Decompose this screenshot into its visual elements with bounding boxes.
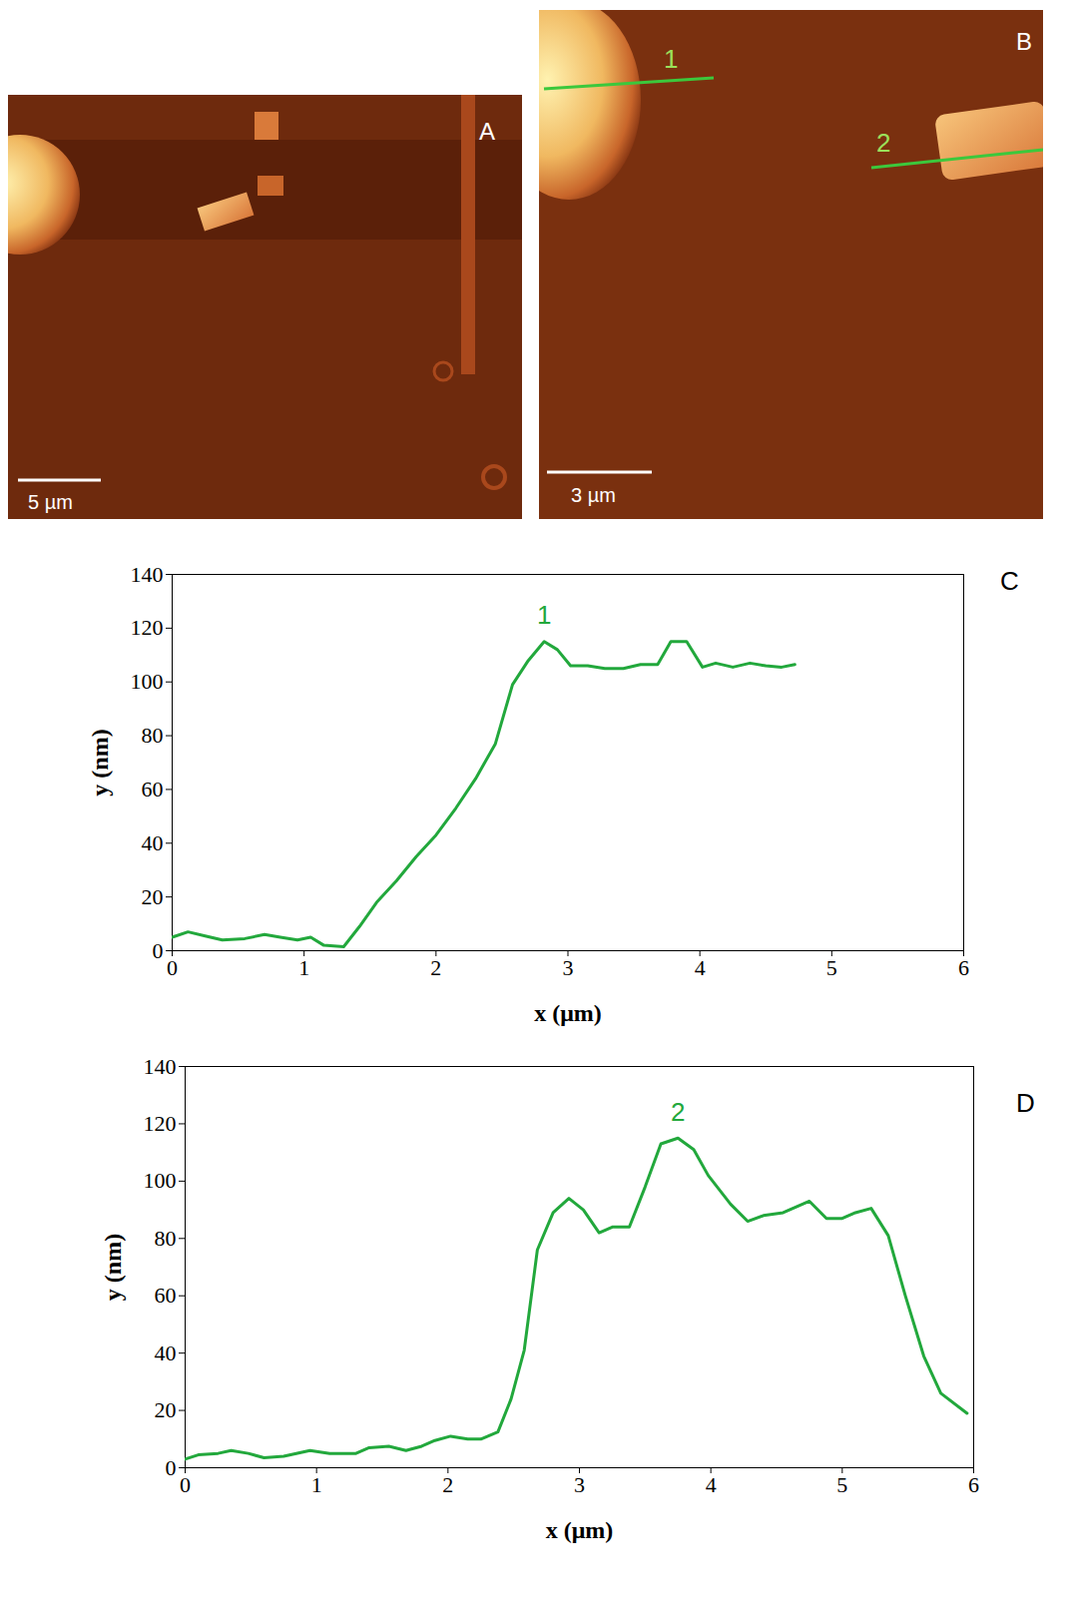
svg-text:3: 3 <box>562 955 574 981</box>
svg-text:60: 60 <box>141 776 164 802</box>
svg-text:A: A <box>479 117 496 145</box>
svg-text:1: 1 <box>536 599 551 630</box>
svg-text:2: 2 <box>442 1472 454 1498</box>
svg-text:60: 60 <box>154 1282 177 1308</box>
svg-text:80: 80 <box>154 1225 177 1251</box>
svg-text:x (μm): x (μm) <box>545 1517 614 1544</box>
svg-text:2: 2 <box>876 127 891 158</box>
svg-text:100: 100 <box>130 668 164 694</box>
svg-text:120: 120 <box>143 1110 177 1136</box>
svg-text:40: 40 <box>141 830 164 856</box>
svg-text:B: B <box>1016 27 1033 55</box>
svg-text:0: 0 <box>165 1455 177 1481</box>
svg-text:0: 0 <box>179 1472 191 1498</box>
svg-text:y (nm): y (nm) <box>99 1233 126 1301</box>
svg-text:4: 4 <box>694 955 706 981</box>
svg-text:140: 140 <box>143 1054 177 1079</box>
svg-text:140: 140 <box>130 561 164 587</box>
svg-text:80: 80 <box>141 722 164 748</box>
svg-text:5: 5 <box>836 1472 848 1498</box>
svg-text:120: 120 <box>130 614 164 640</box>
html-text:C: C <box>1000 565 1019 596</box>
svg-text:x (μm): x (μm) <box>533 1000 602 1027</box>
svg-text:3 µm: 3 µm <box>570 484 616 507</box>
svg-text:2: 2 <box>670 1096 685 1127</box>
svg-text:20: 20 <box>154 1397 177 1423</box>
svg-text:40: 40 <box>154 1340 177 1366</box>
svg-text:20: 20 <box>141 884 164 910</box>
svg-text:3: 3 <box>573 1472 585 1498</box>
svg-text:100: 100 <box>143 1167 177 1193</box>
svg-text:2: 2 <box>430 955 442 981</box>
svg-text:5 µm: 5 µm <box>27 491 73 514</box>
svg-text:4: 4 <box>705 1472 717 1498</box>
svg-text:6: 6 <box>958 955 970 981</box>
svg-text:1: 1 <box>298 955 310 981</box>
svg-text:y (nm): y (nm) <box>86 728 113 796</box>
svg-text:1: 1 <box>663 43 678 74</box>
html-text:D: D <box>1016 1087 1035 1118</box>
svg-text:0: 0 <box>166 955 178 981</box>
svg-text:1: 1 <box>311 1472 323 1498</box>
svg-text:6: 6 <box>968 1472 980 1498</box>
svg-text:5: 5 <box>826 955 838 981</box>
svg-text:0: 0 <box>152 938 164 964</box>
